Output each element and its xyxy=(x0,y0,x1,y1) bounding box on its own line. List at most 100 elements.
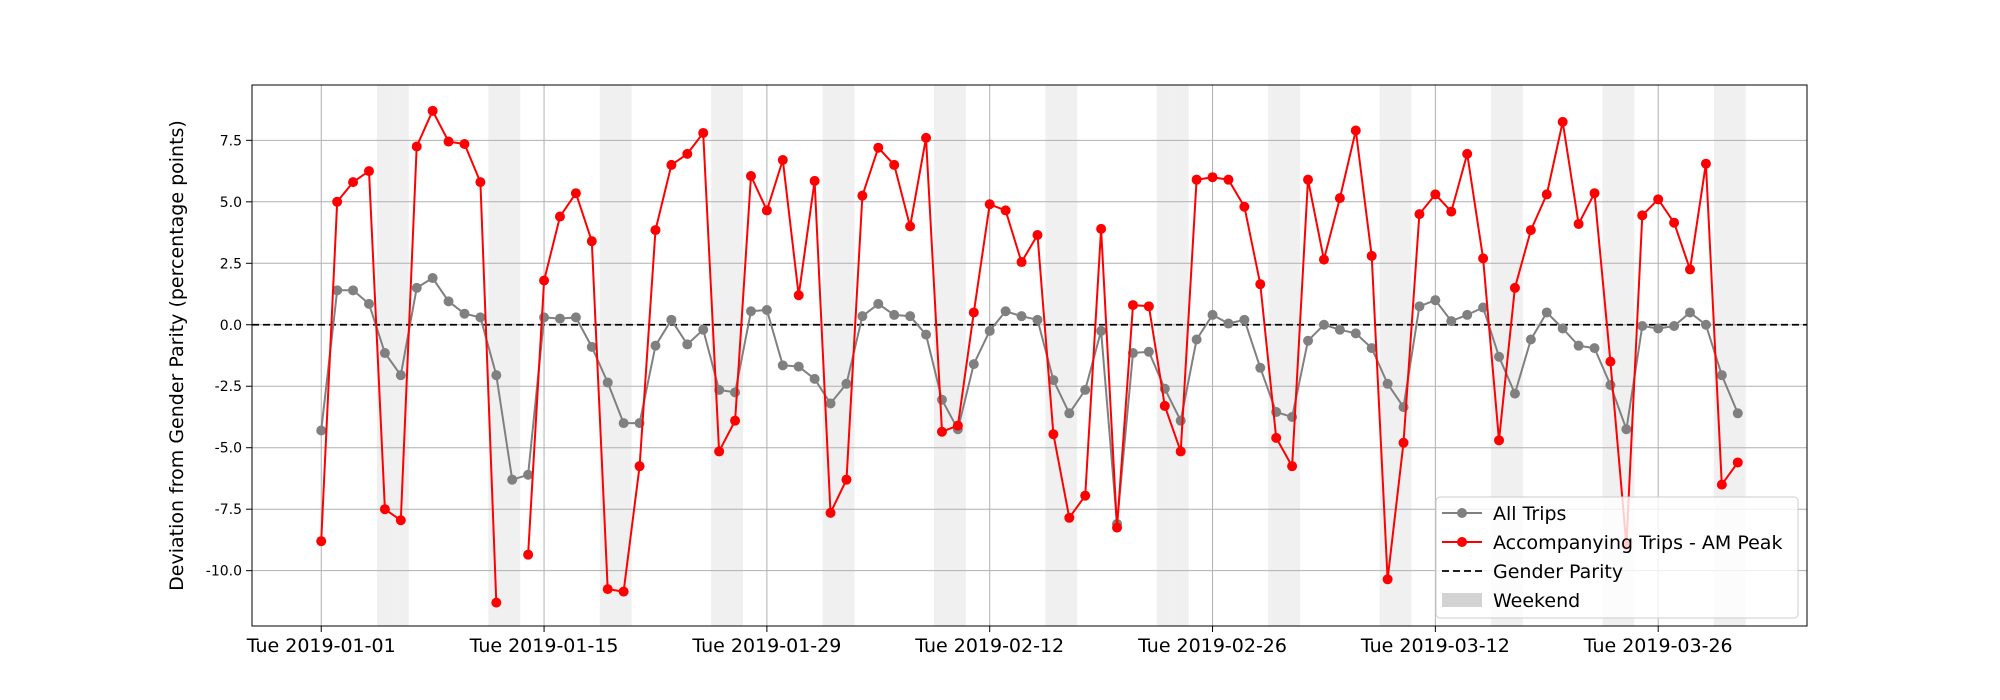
data-point xyxy=(491,370,502,381)
data-point xyxy=(730,387,741,398)
data-point xyxy=(1143,301,1154,312)
data-point xyxy=(777,360,788,371)
series-group xyxy=(316,105,1743,608)
data-point xyxy=(332,196,343,207)
data-point xyxy=(921,132,932,143)
data-point xyxy=(1605,356,1616,367)
series-line xyxy=(320,277,1739,525)
weekend-band xyxy=(949,85,966,626)
y-tick-label: 7.5 xyxy=(220,133,242,149)
legend-label: Gender Parity xyxy=(1493,561,1623,583)
data-point xyxy=(1303,174,1314,185)
data-point xyxy=(1573,340,1584,351)
data-point xyxy=(1080,490,1091,501)
data-point xyxy=(905,311,916,322)
data-point xyxy=(650,340,661,351)
data-point xyxy=(857,190,868,201)
data-point xyxy=(682,339,693,350)
data-point xyxy=(761,305,772,316)
legend-label: Accompanying Trips - AM Peak xyxy=(1493,532,1782,554)
weekend-band xyxy=(1395,85,1412,626)
weekend-band xyxy=(1172,85,1189,626)
data-point xyxy=(1430,295,1441,306)
data-point xyxy=(348,177,359,188)
data-point xyxy=(1557,323,1568,334)
data-point xyxy=(427,273,438,284)
data-point xyxy=(984,199,995,210)
data-point xyxy=(1669,320,1680,331)
data-point xyxy=(666,159,677,170)
data-point xyxy=(698,324,709,335)
weekend-band xyxy=(727,85,744,626)
x-tick-label: Tue 2019-02-26 xyxy=(1137,635,1287,657)
data-point xyxy=(523,469,534,480)
weekend-band xyxy=(934,85,950,626)
data-point xyxy=(507,474,518,485)
data-point xyxy=(1700,158,1711,169)
data-point xyxy=(650,225,661,236)
y-axis-ticks: -10.0 -7.5 -5.0 -2.5 0.0 2.5 5.0 7.5 xyxy=(206,133,252,580)
data-point xyxy=(1318,254,1329,265)
weekend-band xyxy=(392,85,409,626)
data-point xyxy=(1398,437,1409,448)
legend-item-accompanying-trips: Accompanying Trips - AM Peak xyxy=(1442,532,1782,554)
data-point xyxy=(968,359,979,370)
data-point xyxy=(1605,380,1616,391)
y-tick-label: 0.0 xyxy=(220,318,242,334)
data-point xyxy=(1207,172,1218,183)
weekend-band xyxy=(1729,85,1746,626)
data-point xyxy=(459,139,470,150)
data-point xyxy=(1462,309,1473,320)
data-point xyxy=(1271,432,1282,443)
y-tick-label: -2.5 xyxy=(215,379,242,395)
legend-item-weekend: Weekend xyxy=(1442,590,1580,612)
x-tick-label: Tue 2019-03-26 xyxy=(1583,635,1733,657)
data-point xyxy=(1382,378,1393,389)
data-point xyxy=(984,325,995,336)
x-tick-label: Tue 2019-02-12 xyxy=(914,635,1064,657)
y-axis-label: Deviation from Gender Parity (percentage… xyxy=(166,120,188,591)
data-point xyxy=(459,308,470,319)
data-point xyxy=(379,348,390,359)
legend-label: Weekend xyxy=(1493,590,1580,612)
data-point xyxy=(363,298,374,309)
legend-marker xyxy=(1457,537,1467,547)
data-point xyxy=(491,597,502,608)
data-point xyxy=(1732,408,1743,419)
data-point xyxy=(1589,188,1600,199)
legend-label: All Trips xyxy=(1493,503,1566,525)
data-point xyxy=(1637,320,1648,331)
data-point xyxy=(730,415,741,426)
data-point xyxy=(618,418,629,429)
series-all-trips xyxy=(316,273,1743,529)
data-point xyxy=(1032,314,1043,325)
data-point xyxy=(316,425,327,436)
data-point xyxy=(666,314,677,325)
weekend-band xyxy=(1506,85,1523,626)
data-point xyxy=(1048,375,1059,386)
data-point xyxy=(841,378,852,389)
data-point xyxy=(316,536,327,547)
data-point xyxy=(1732,457,1743,468)
data-point xyxy=(1175,446,1186,457)
data-point xyxy=(539,275,550,286)
y-tick-label: 5.0 xyxy=(220,195,242,211)
data-point xyxy=(1525,225,1536,236)
data-point xyxy=(1127,300,1138,311)
data-point xyxy=(1239,201,1250,212)
x-tick-label: Tue 2019-03-12 xyxy=(1360,635,1510,657)
x-tick-label: Tue 2019-01-15 xyxy=(469,635,619,657)
data-point xyxy=(348,285,359,296)
data-point xyxy=(1525,334,1536,345)
data-point xyxy=(1494,435,1505,446)
data-point xyxy=(1255,362,1266,373)
data-point xyxy=(1509,388,1520,399)
weekend-band xyxy=(1379,85,1396,626)
data-point xyxy=(1016,257,1027,268)
data-point xyxy=(1637,210,1648,221)
data-point xyxy=(777,155,788,166)
data-point xyxy=(936,394,947,405)
data-point xyxy=(1064,512,1075,523)
data-point xyxy=(905,221,916,232)
data-point xyxy=(1064,408,1075,419)
